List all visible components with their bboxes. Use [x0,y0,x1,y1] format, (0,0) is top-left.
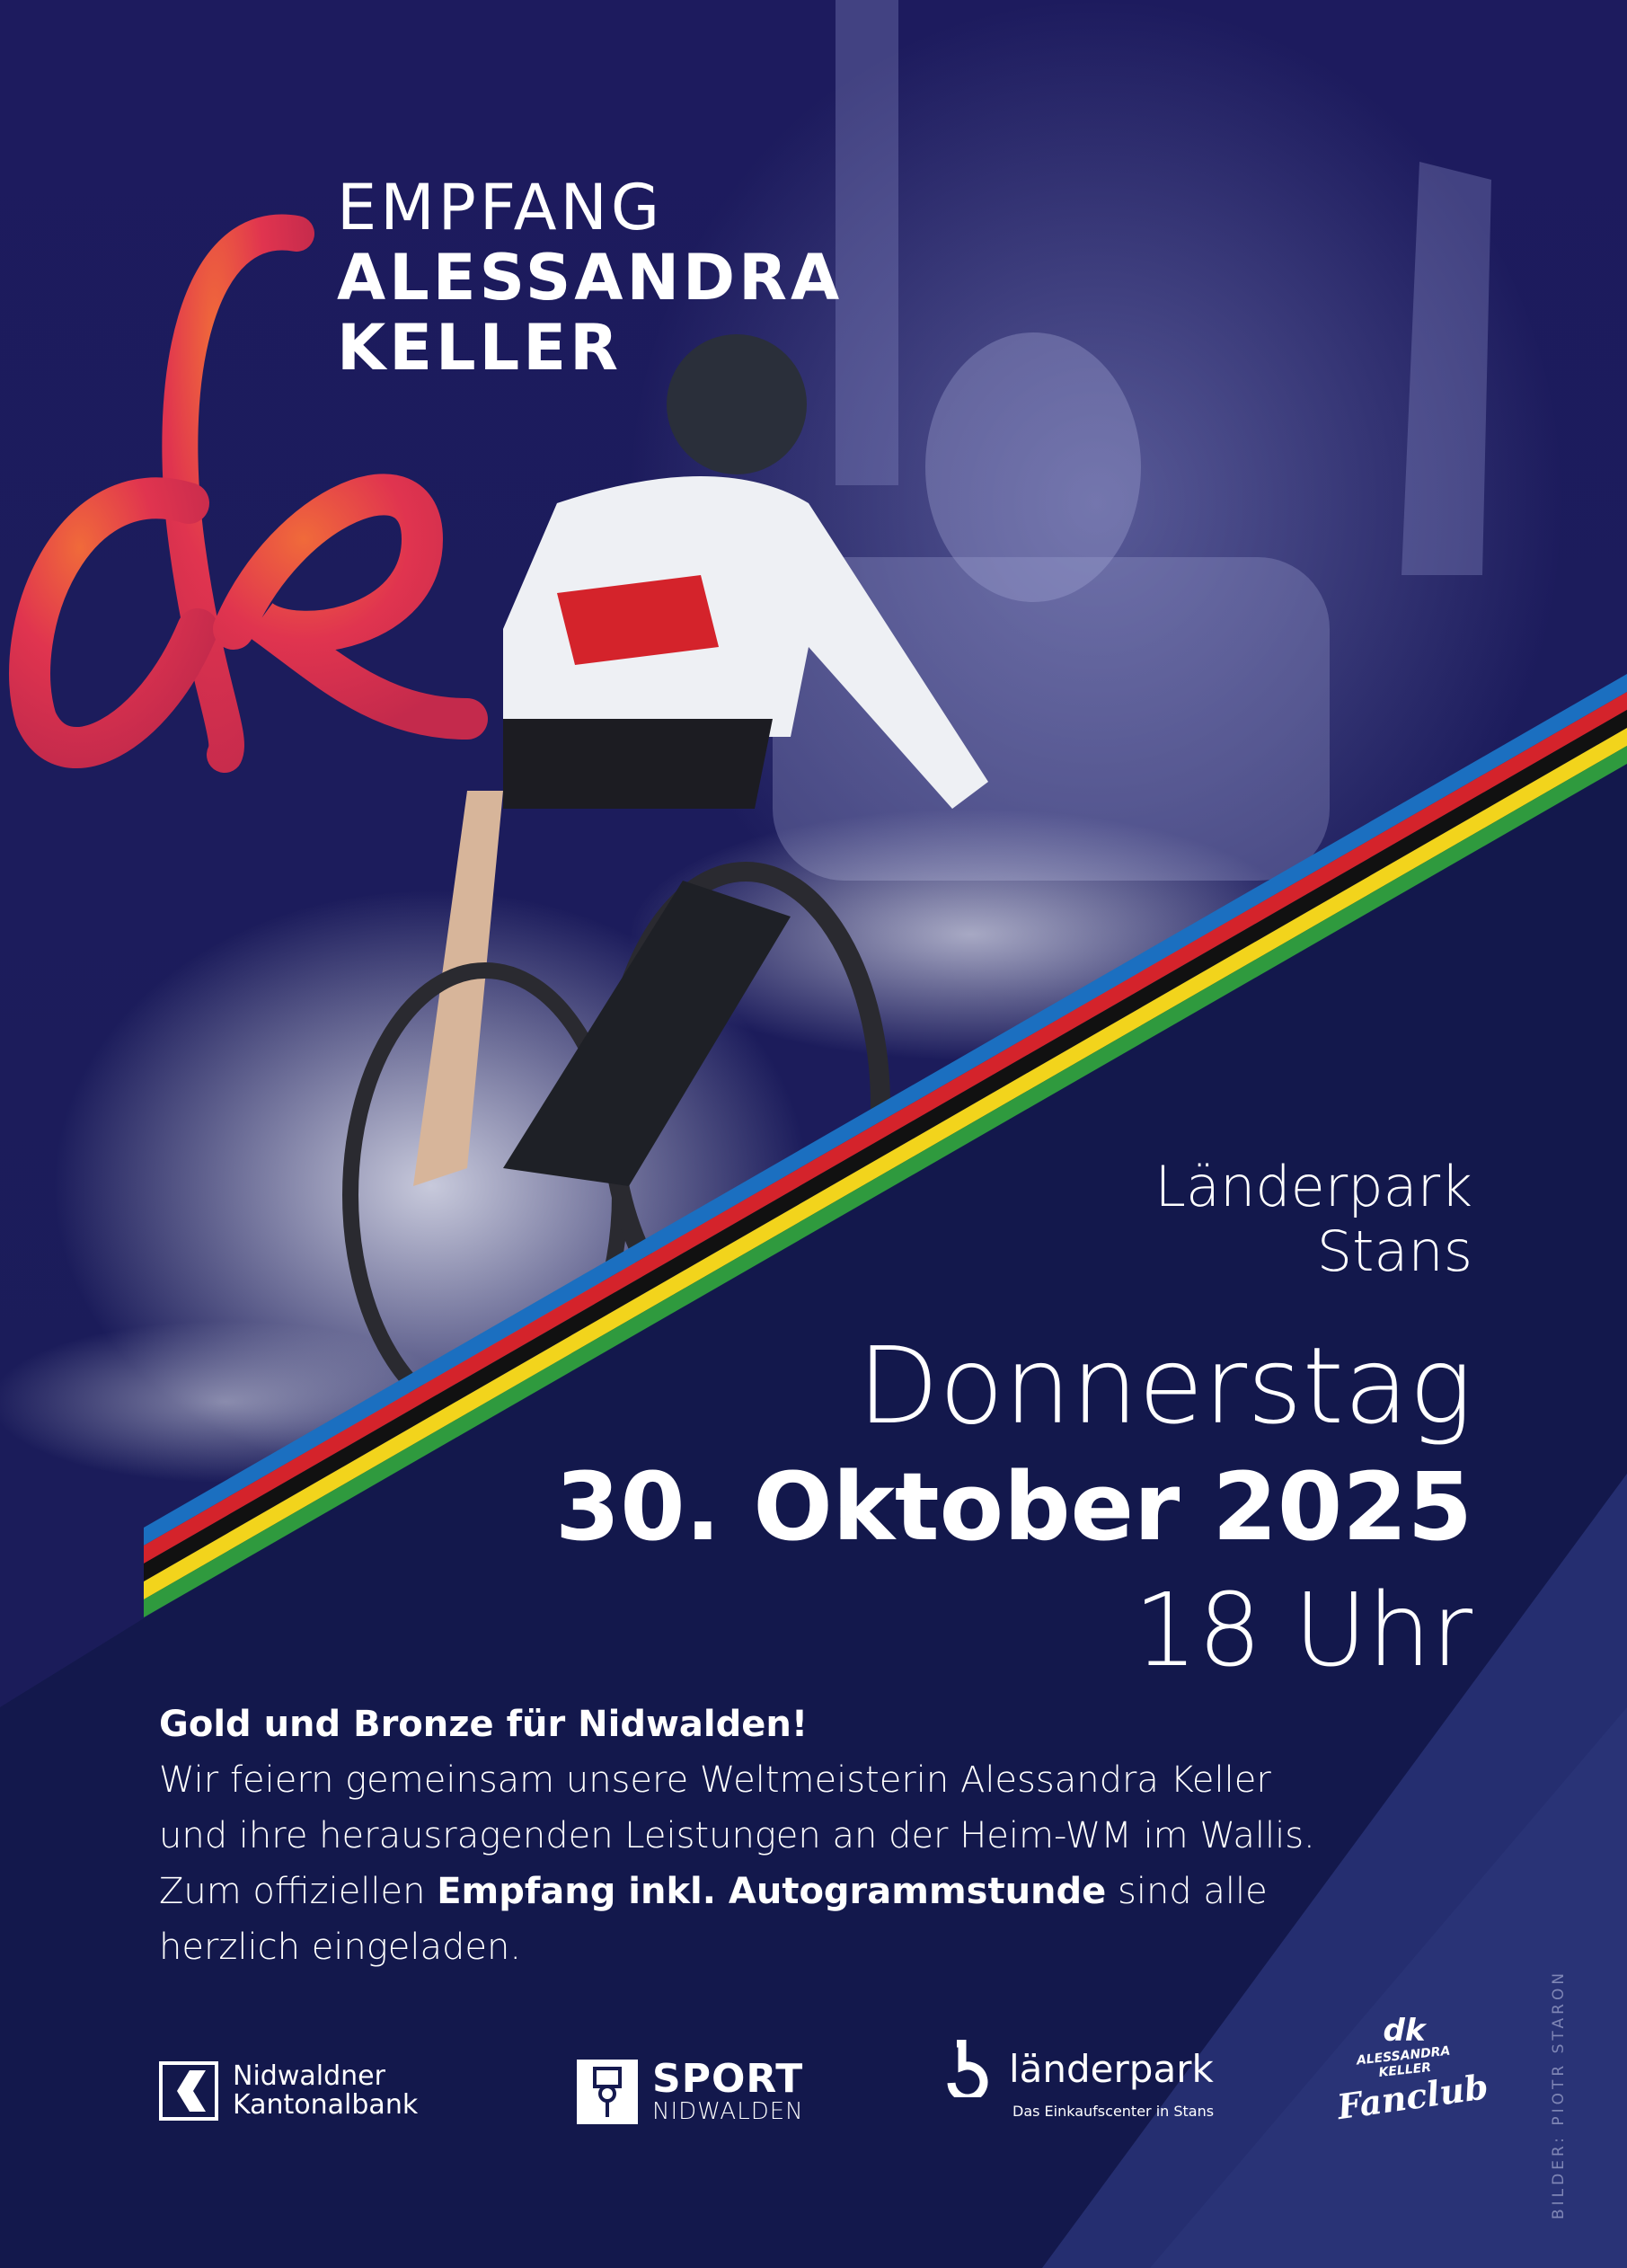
logo-nidwaldner-kantonalbank: Nidwaldner Kantonalbank [159,2061,418,2121]
event-headline: EMPFANG ALESSANDRA KELLER [337,173,843,383]
nkb-line-2: Kantonalbank [233,2089,419,2121]
fanclub-dk-icon: dk [1383,2013,1426,2049]
logo-laenderpark: länderpark Das Einkaufscenter in Stans [939,2040,1214,2120]
body-heading: Gold und Bronze für Nidwalden! [159,1704,809,1745]
venue: Länderpark Stans [1154,1155,1472,1284]
body-line-3-pre: Zum offiziellen [159,1871,438,1912]
body-line-3-bold: Empfang inkl. Autogrammstunde [437,1871,1107,1912]
date: 30. Oktober 2025 [554,1452,1472,1562]
venue-line-2: Stans [1316,1218,1472,1284]
time: 18 Uhr [1133,1573,1472,1689]
dk-ribbon-logo [9,214,488,773]
headline-line-2: ALESSANDRA [337,241,844,315]
logo-fanclub: dk ALESSANDRA KELLER Fanclub [1335,2013,1491,2127]
headline-line-3: KELLER [337,311,622,385]
body-text: Gold und Bronze für Nidwalden! Wir feier… [159,1697,1507,1975]
laenderpark-tagline: Das Einkaufscenter in Stans [1012,2103,1215,2120]
diagonal-light-band [1042,1474,1627,2268]
laenderpark-name: länderpark [1009,2046,1214,2091]
laenderpark-b-icon [947,2040,988,2097]
world-champion-stripes [144,674,1627,1617]
weekday: Donnerstag [857,1324,1472,1448]
headline-line-1: EMPFANG [337,171,664,244]
nidwalden-crest-icon [577,2060,638,2124]
photo-credit: BILDER: PIOTR STARON [1550,1969,1568,2219]
body-line-4: herzlich eingeladen. [159,1927,522,1968]
nkb-line-1: Nidwaldner [233,2060,385,2092]
body-line-3-post: sind alle [1106,1871,1268,1912]
background-athlete-photo [629,0,1563,1006]
venue-line-1: Länderpark [1154,1154,1472,1219]
sport-line-1: SPORT [652,2056,804,2102]
event-date: Donnerstag 30. Oktober 2025 18 Uhr [555,1325,1472,1694]
logo-sport-nidwalden: SPORT NIDWALDEN [577,2060,804,2124]
body-line-2: und ihre herausragenden Leistungen an de… [159,1815,1315,1856]
body-line-3: Zum offiziellen Empfang inkl. Autogramms… [159,1864,1507,1919]
body-line-1: Wir feiern gemeinsam unsere Weltmeisteri… [159,1759,1271,1801]
nkb-chevron-icon [159,2061,218,2121]
sport-line-2: NIDWALDEN [652,2098,804,2125]
